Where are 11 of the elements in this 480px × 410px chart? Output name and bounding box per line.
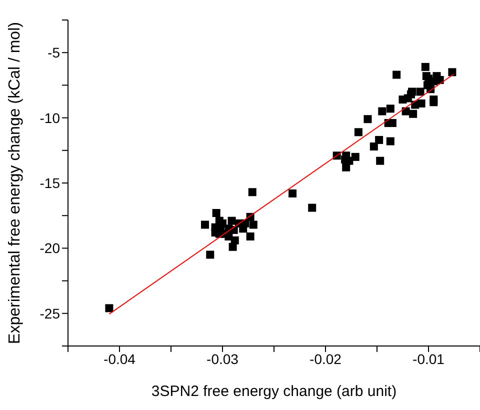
x-axis-title: 3SPN2 free energy change (arb unit) [151, 383, 397, 400]
y-tick-label: -15 [40, 174, 60, 191]
x-tick-label: -0.02 [310, 350, 342, 367]
y-axis-title: Experimental free energy change (kCal / mol) [6, 22, 24, 344]
y-tick-label: -25 [40, 305, 60, 322]
x-tick-label: -0.01 [412, 350, 445, 367]
y-tick-label: -20 [40, 240, 60, 256]
x-tick-label: -0.03 [206, 350, 239, 367]
y-tick-label: -5 [48, 44, 60, 61]
y-tick-label: -10 [40, 110, 60, 126]
x-tick-label: -0.04 [104, 350, 136, 367]
